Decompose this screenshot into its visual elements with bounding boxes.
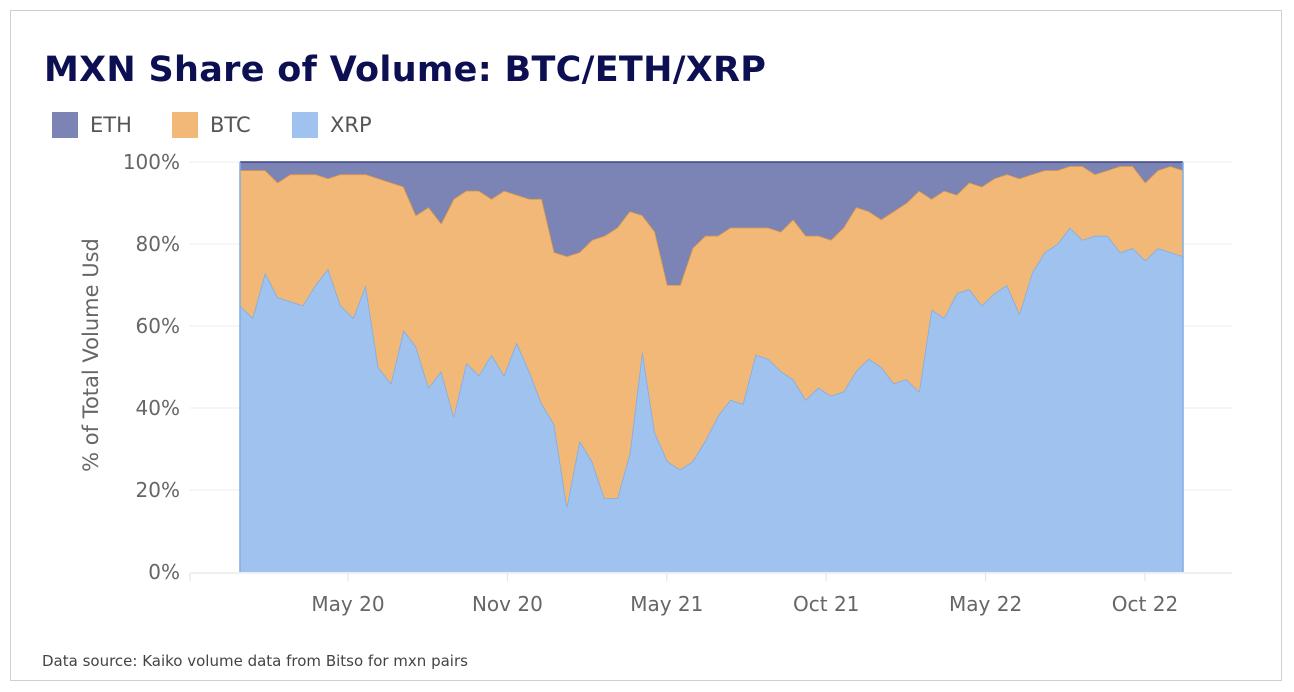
y-tick-label: 60% <box>136 314 180 338</box>
y-tick-label: 20% <box>136 478 180 502</box>
legend-item-eth[interactable]: ETH <box>52 112 132 138</box>
y-tick-label: 80% <box>136 232 180 256</box>
area-eth <box>240 162 1183 285</box>
legend-label-xrp: XRP <box>330 113 372 137</box>
legend-item-xrp[interactable]: XRP <box>292 112 372 138</box>
area-btc <box>240 166 1183 507</box>
legend-item-btc[interactable]: BTC <box>172 112 251 138</box>
legend-swatch-xrp <box>292 112 318 138</box>
area-xrp <box>240 227 1183 572</box>
x-tick-label: May 22 <box>949 592 1022 616</box>
source-note: Data source: Kaiko volume data from Bits… <box>42 652 468 670</box>
x-tick-label: Oct 21 <box>793 592 859 616</box>
x-tick-label: May 21 <box>630 592 703 616</box>
legend-label-eth: ETH <box>90 113 132 137</box>
x-tick-label: Oct 22 <box>1112 592 1178 616</box>
x-tick-label: May 20 <box>311 592 384 616</box>
chart-title: MXN Share of Volume: BTC/ETH/XRP <box>44 50 767 90</box>
legend-label-btc: BTC <box>210 113 251 137</box>
y-tick-label: 0% <box>148 560 180 584</box>
y-axis-title: % of Total Volume Usd <box>79 238 103 472</box>
card-border <box>10 10 1282 681</box>
legend-swatch-btc <box>172 112 198 138</box>
x-tick-label: Nov 20 <box>472 592 543 616</box>
y-tick-label: 40% <box>136 396 180 420</box>
legend-swatch-eth <box>52 112 78 138</box>
y-tick-label: 100% <box>123 150 180 174</box>
